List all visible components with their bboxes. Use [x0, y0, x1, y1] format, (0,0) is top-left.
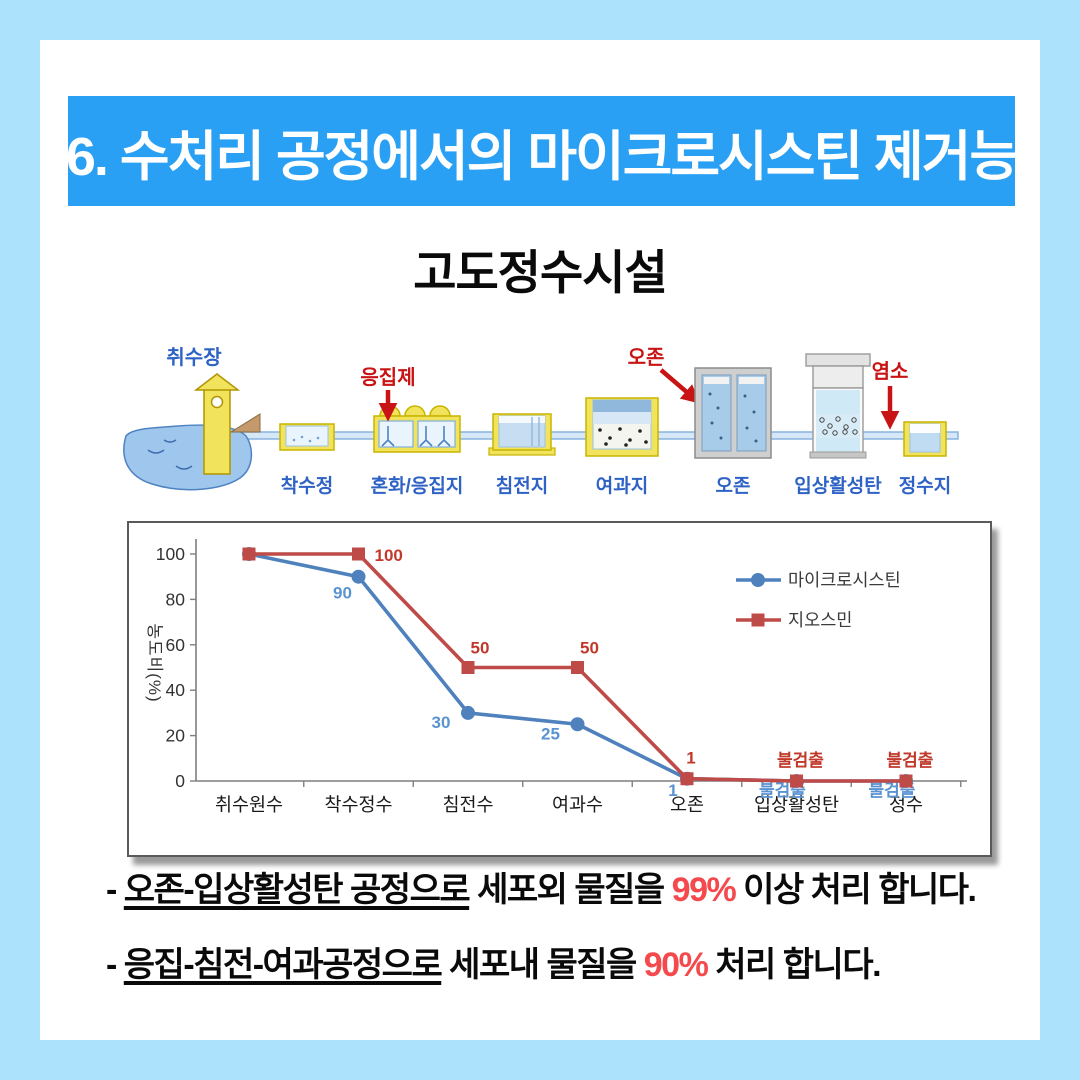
legend-label: 마이크로시스틴	[788, 570, 901, 590]
water-treatment-process-diagram: 취수장 착수정 응집제 혼화/응집지	[123, 346, 959, 497]
clear-well: 정수지	[899, 421, 951, 497]
filter-media-dots	[598, 427, 648, 447]
tower-window	[210, 395, 224, 409]
bullet-middle-text: 세포내 물질을	[441, 946, 644, 984]
y-tick-label: 60	[166, 635, 186, 655]
y-tick-label: 80	[166, 589, 186, 609]
coagulant-label: 응집제	[360, 366, 415, 389]
legend-marker	[751, 613, 765, 627]
x-category-label: 오존	[670, 794, 704, 815]
data-point-geosmin	[242, 547, 256, 561]
mixer-blades	[381, 426, 451, 447]
title-banner: 6. 수처리 공정에서의 마이크로시스틴 제거능	[65, 96, 1019, 206]
x-category-label: 취수원수	[215, 794, 283, 815]
gac-label: 입상활성탄	[794, 475, 882, 497]
data-point-geosmin	[461, 661, 475, 674]
ozone-bubbles	[708, 392, 758, 443]
filtration-label: 여과지	[596, 475, 648, 497]
bullet-underlined-text: 오존-입상활성탄 공정으로	[123, 871, 471, 909]
x-category-label: 정수	[889, 794, 923, 815]
y-tick-label: 40	[166, 680, 186, 700]
data-point-geosmin	[571, 661, 584, 674]
x-category-label: 여과수	[552, 794, 603, 815]
ozone-tank-label: 오존	[716, 476, 751, 497]
white-card: 6. 수처리 공정에서의 마이크로시스틴 제거능 고도정수시설 취수장	[40, 40, 1040, 1040]
data-label-geosmin: 50	[471, 639, 490, 658]
section-subtitle: 고도정수시설	[413, 246, 667, 299]
bullet-middle-text: 세포외 물질을	[469, 871, 672, 909]
bullet-prefix: -	[106, 871, 124, 909]
intake-label: 취수장	[166, 346, 222, 369]
data-point-microcystin	[461, 705, 475, 720]
data-label-geosmin: 1	[686, 749, 695, 768]
data-point-microcystin	[570, 717, 585, 732]
wave-lines	[147, 439, 223, 470]
data-point-geosmin	[680, 772, 694, 786]
data-label-geosmin: 100	[375, 546, 403, 565]
legend-label: 지오스민	[788, 610, 852, 630]
bullet-suffix: 처리 합니다.	[707, 946, 881, 984]
mixing-coagulation-basin: 응집제 혼화/응집지	[360, 366, 463, 497]
data-point-geosmin	[899, 774, 913, 788]
ozone-contactor: 오존 오존	[628, 347, 772, 497]
y-tick-label: 100	[156, 544, 185, 564]
x-category-label: 착수정수	[324, 794, 392, 815]
receiving-well: 착수정	[279, 423, 335, 497]
y-tick-label: 20	[166, 726, 186, 746]
concentration-chart-frame: 0 20 40 60 80 100 취수원수 착수정수 침전수 여과수 오존 입상활성탄 정수 농도비(%…	[127, 521, 992, 857]
tower-roof	[193, 373, 241, 391]
bullet-prefix: -	[106, 946, 124, 984]
data-label-geosmin: 불검출	[777, 751, 824, 770]
shore-slope	[229, 413, 261, 433]
bullet-percent: 99%	[671, 871, 737, 909]
mixing-basin-label: 혼화/응집지	[371, 474, 464, 497]
carbon-granules	[819, 416, 858, 436]
chlorine-label: 염소	[872, 360, 909, 383]
bullet-line-ozone-gac: - 오존-입상활성탄 공정으로 세포외 물질을 99% 이상 처리 합니다.	[106, 862, 1006, 911]
x-category-label: 입상활성탄	[754, 794, 839, 815]
data-point-microcystin	[351, 569, 366, 584]
data-label-geosmin: 50	[580, 639, 599, 658]
ozone-injection-label: 오존	[628, 347, 665, 369]
clear-well-label: 정수지	[899, 475, 951, 497]
ozone-arrow	[659, 368, 701, 404]
concentration-chart: 0 20 40 60 80 100 취수원수 착수정수 침전수 여과수 오존 입상활성탄 정수 농도비(%…	[145, 539, 967, 815]
filtration-basin: 여과지	[585, 397, 659, 497]
x-category-label: 침전수	[442, 794, 493, 815]
y-axis-title: 농도비(%)	[145, 623, 164, 702]
sedimentation-basin: 침전지	[488, 413, 556, 497]
bullet-line-coag-sed-filt: - 응집-침전-여과공정으로 세포내 물질을 90% 처리 합니다.	[106, 937, 1006, 986]
summary-bullets: - 오존-입상활성탄 공정으로 세포외 물질을 99% 이상 처리 합니다. -…	[106, 862, 1006, 986]
legend-marker	[751, 573, 765, 587]
sedimentation-label: 침전지	[496, 475, 548, 497]
data-point-geosmin	[352, 547, 365, 561]
receiving-well-label: 착수정	[281, 475, 333, 497]
intake-station: 취수장	[123, 346, 261, 491]
data-label-microcystin: 25	[541, 724, 560, 743]
chlorine-injection: 염소	[872, 360, 909, 430]
water-body	[123, 424, 253, 491]
gac-vessel: 입상활성탄	[794, 353, 882, 497]
bullet-underlined-text: 응집-침전-여과공정으로	[123, 946, 443, 984]
data-label-geosmin: 불검출	[887, 751, 934, 770]
data-label-microcystin: 30	[432, 713, 451, 732]
data-label-microcystin: 1	[668, 781, 677, 800]
page-title: 6. 수처리 공정에서의 마이크로시스틴 제거능	[65, 126, 1019, 187]
y-tick-label: 0	[175, 771, 185, 791]
bullet-suffix: 이상 처리 합니다.	[735, 871, 977, 909]
bullet-percent: 90%	[643, 946, 709, 984]
data-label-microcystin: 90	[333, 584, 352, 603]
data-point-geosmin	[790, 774, 803, 788]
